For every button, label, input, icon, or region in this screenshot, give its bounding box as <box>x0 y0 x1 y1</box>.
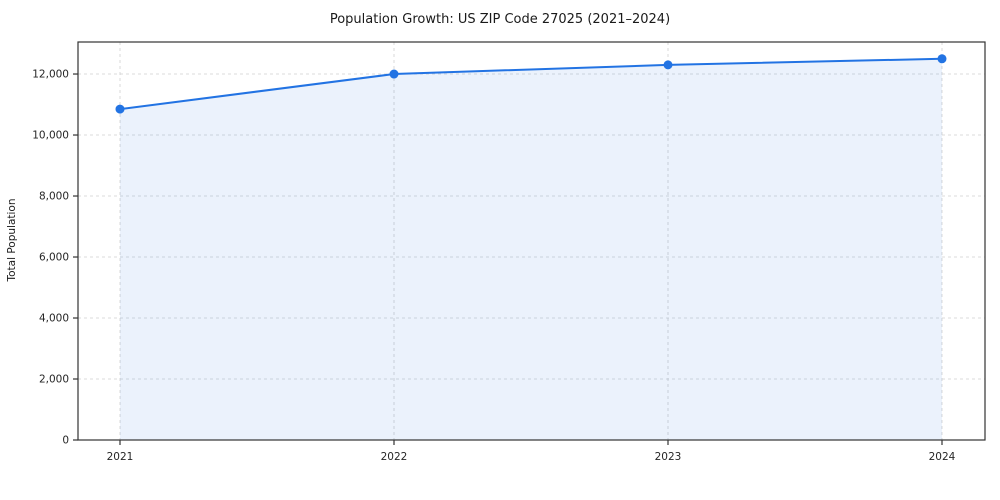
x-tick-label: 2024 <box>929 451 956 463</box>
y-tick-label: 0 <box>62 435 69 447</box>
x-tick-label: 2023 <box>655 451 682 463</box>
x-tick-label: 2021 <box>107 451 134 463</box>
y-tick-label: 6,000 <box>39 252 69 264</box>
chart-title: Population Growth: US ZIP Code 27025 (20… <box>329 12 671 27</box>
area-fill <box>120 58 942 440</box>
plot-border <box>77 41 986 441</box>
y-tick-label: 4,000 <box>39 313 69 325</box>
x-tick-label: 2022 <box>381 451 408 463</box>
y-tick-label: 2,000 <box>39 374 69 386</box>
data-point <box>389 69 399 79</box>
y-tick-label: 10,000 <box>32 130 69 142</box>
data-point <box>937 54 947 64</box>
y-tick-label: 8,000 <box>39 191 69 203</box>
y-tick-label: 12,000 <box>32 69 69 81</box>
data-point <box>663 60 673 70</box>
series-line <box>119 57 943 111</box>
data-point <box>115 104 125 114</box>
